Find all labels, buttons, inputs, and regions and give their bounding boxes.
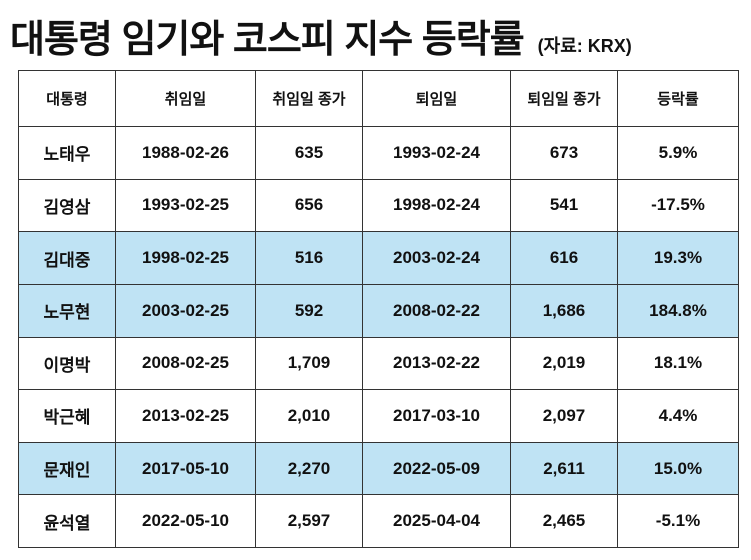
table-cell: 2008-02-22 (362, 283, 511, 338)
table-cell: 박근혜 (18, 389, 116, 443)
table-row: 김영삼 1993-02-25 656 1998-02-24 541 -17.5% (18, 178, 739, 233)
table-cell: 184.8% (617, 283, 739, 338)
table-cell: 1993-02-25 (115, 178, 256, 233)
table-cell: 2,465 (510, 494, 618, 548)
column-header: 등락률 (617, 70, 739, 127)
table-cell: 592 (255, 283, 363, 338)
table-cell: 516 (255, 231, 363, 285)
table-cell: 2022-05-10 (115, 494, 256, 548)
column-header: 퇴임일 종가 (510, 70, 618, 127)
table-cell: 2013-02-22 (362, 336, 511, 391)
table-cell: 이명박 (18, 336, 116, 391)
table-cell: 2,097 (510, 389, 618, 443)
table-cell: 2025-04-04 (362, 494, 511, 548)
column-header: 취임일 종가 (255, 70, 363, 127)
table-row: 김대중 1998-02-25 516 2003-02-24 616 19.3% (18, 231, 739, 285)
table-cell: 1993-02-24 (362, 126, 511, 180)
table-cell: 1998-02-25 (115, 231, 256, 285)
table-cell: 1998-02-24 (362, 178, 511, 233)
source: (자료: KRX) (537, 36, 632, 56)
table-cell: 4.4% (617, 389, 739, 443)
table-cell: 노무현 (18, 283, 116, 338)
table-cell: 노태우 (18, 126, 116, 180)
table-cell: 2017-03-10 (362, 389, 511, 443)
table-cell: 1,686 (510, 283, 618, 338)
table-row: 문재인 2017-05-10 2,270 2022-05-09 2,611 15.0% (18, 441, 739, 496)
table-row: 박근혜 2013-02-25 2,010 2017-03-10 2,097 4.4% (18, 389, 739, 443)
title: 대통령 임기와 코스피 지수 등락률 (10, 19, 525, 61)
table-cell: 19.3% (617, 231, 739, 285)
table-cell: 2013-02-25 (115, 389, 256, 443)
column-header: 퇴임일 (362, 70, 511, 127)
table-cell: 616 (510, 231, 618, 285)
table-cell: 673 (510, 126, 618, 180)
table-cell: 18.1% (617, 336, 739, 391)
table: 대통령 취임일 취임일 종가 퇴임일 퇴임일 종가 등락률 노태우 1988-02-26 63… (18, 70, 739, 548)
table-cell: 윤석열 (18, 494, 116, 548)
table-cell: 1,709 (255, 336, 363, 391)
table-cell: -5.1% (617, 494, 739, 548)
table-cell: 15.0% (617, 441, 739, 496)
table-cell: 2017-05-10 (115, 441, 256, 496)
table-cell: -17.5% (617, 178, 739, 233)
table-cell: 635 (255, 126, 363, 180)
table-cell: 2003-02-25 (115, 283, 256, 338)
table-cell: 1988-02-26 (115, 126, 256, 180)
table-cell: 5.9% (617, 126, 739, 180)
table-cell: 2,010 (255, 389, 363, 443)
table-cell: 김대중 (18, 231, 116, 285)
table-cell: 2,597 (255, 494, 363, 548)
table-cell: 김영삼 (18, 178, 116, 233)
table-cell: 2003-02-24 (362, 231, 511, 285)
table-row: 이명박 2008-02-25 1,709 2013-02-22 2,019 18.1% (18, 336, 739, 391)
table-cell: 2022-05-09 (362, 441, 511, 496)
column-header: 대통령 (18, 70, 116, 127)
column-header: 취임일 (115, 70, 256, 127)
table-row: 노무현 2003-02-25 592 2008-02-22 1,686 184.8% (18, 283, 739, 338)
table-row: 윤석열 2022-05-10 2,597 2025-04-04 2,465 -5.1% (18, 494, 739, 548)
header-row: 대통령 취임일 취임일 종가 퇴임일 퇴임일 종가 등락률 (18, 70, 739, 127)
table-cell: 문재인 (18, 441, 116, 496)
table-body: 노태우 1988-02-26 635 1993-02-24 673 5.9% 김영삼 1993… (18, 126, 739, 548)
table-cell: 2,270 (255, 441, 363, 496)
header: 대통령 임기와 코스피 지수 등락률 (자료: KRX) (10, 8, 632, 63)
table-cell: 2,611 (510, 441, 618, 496)
table-cell: 2,019 (510, 336, 618, 391)
table-cell: 541 (510, 178, 618, 233)
table-cell: 2008-02-25 (115, 336, 256, 391)
table-cell: 656 (255, 178, 363, 233)
table-row: 노태우 1988-02-26 635 1993-02-24 673 5.9% (18, 126, 739, 180)
